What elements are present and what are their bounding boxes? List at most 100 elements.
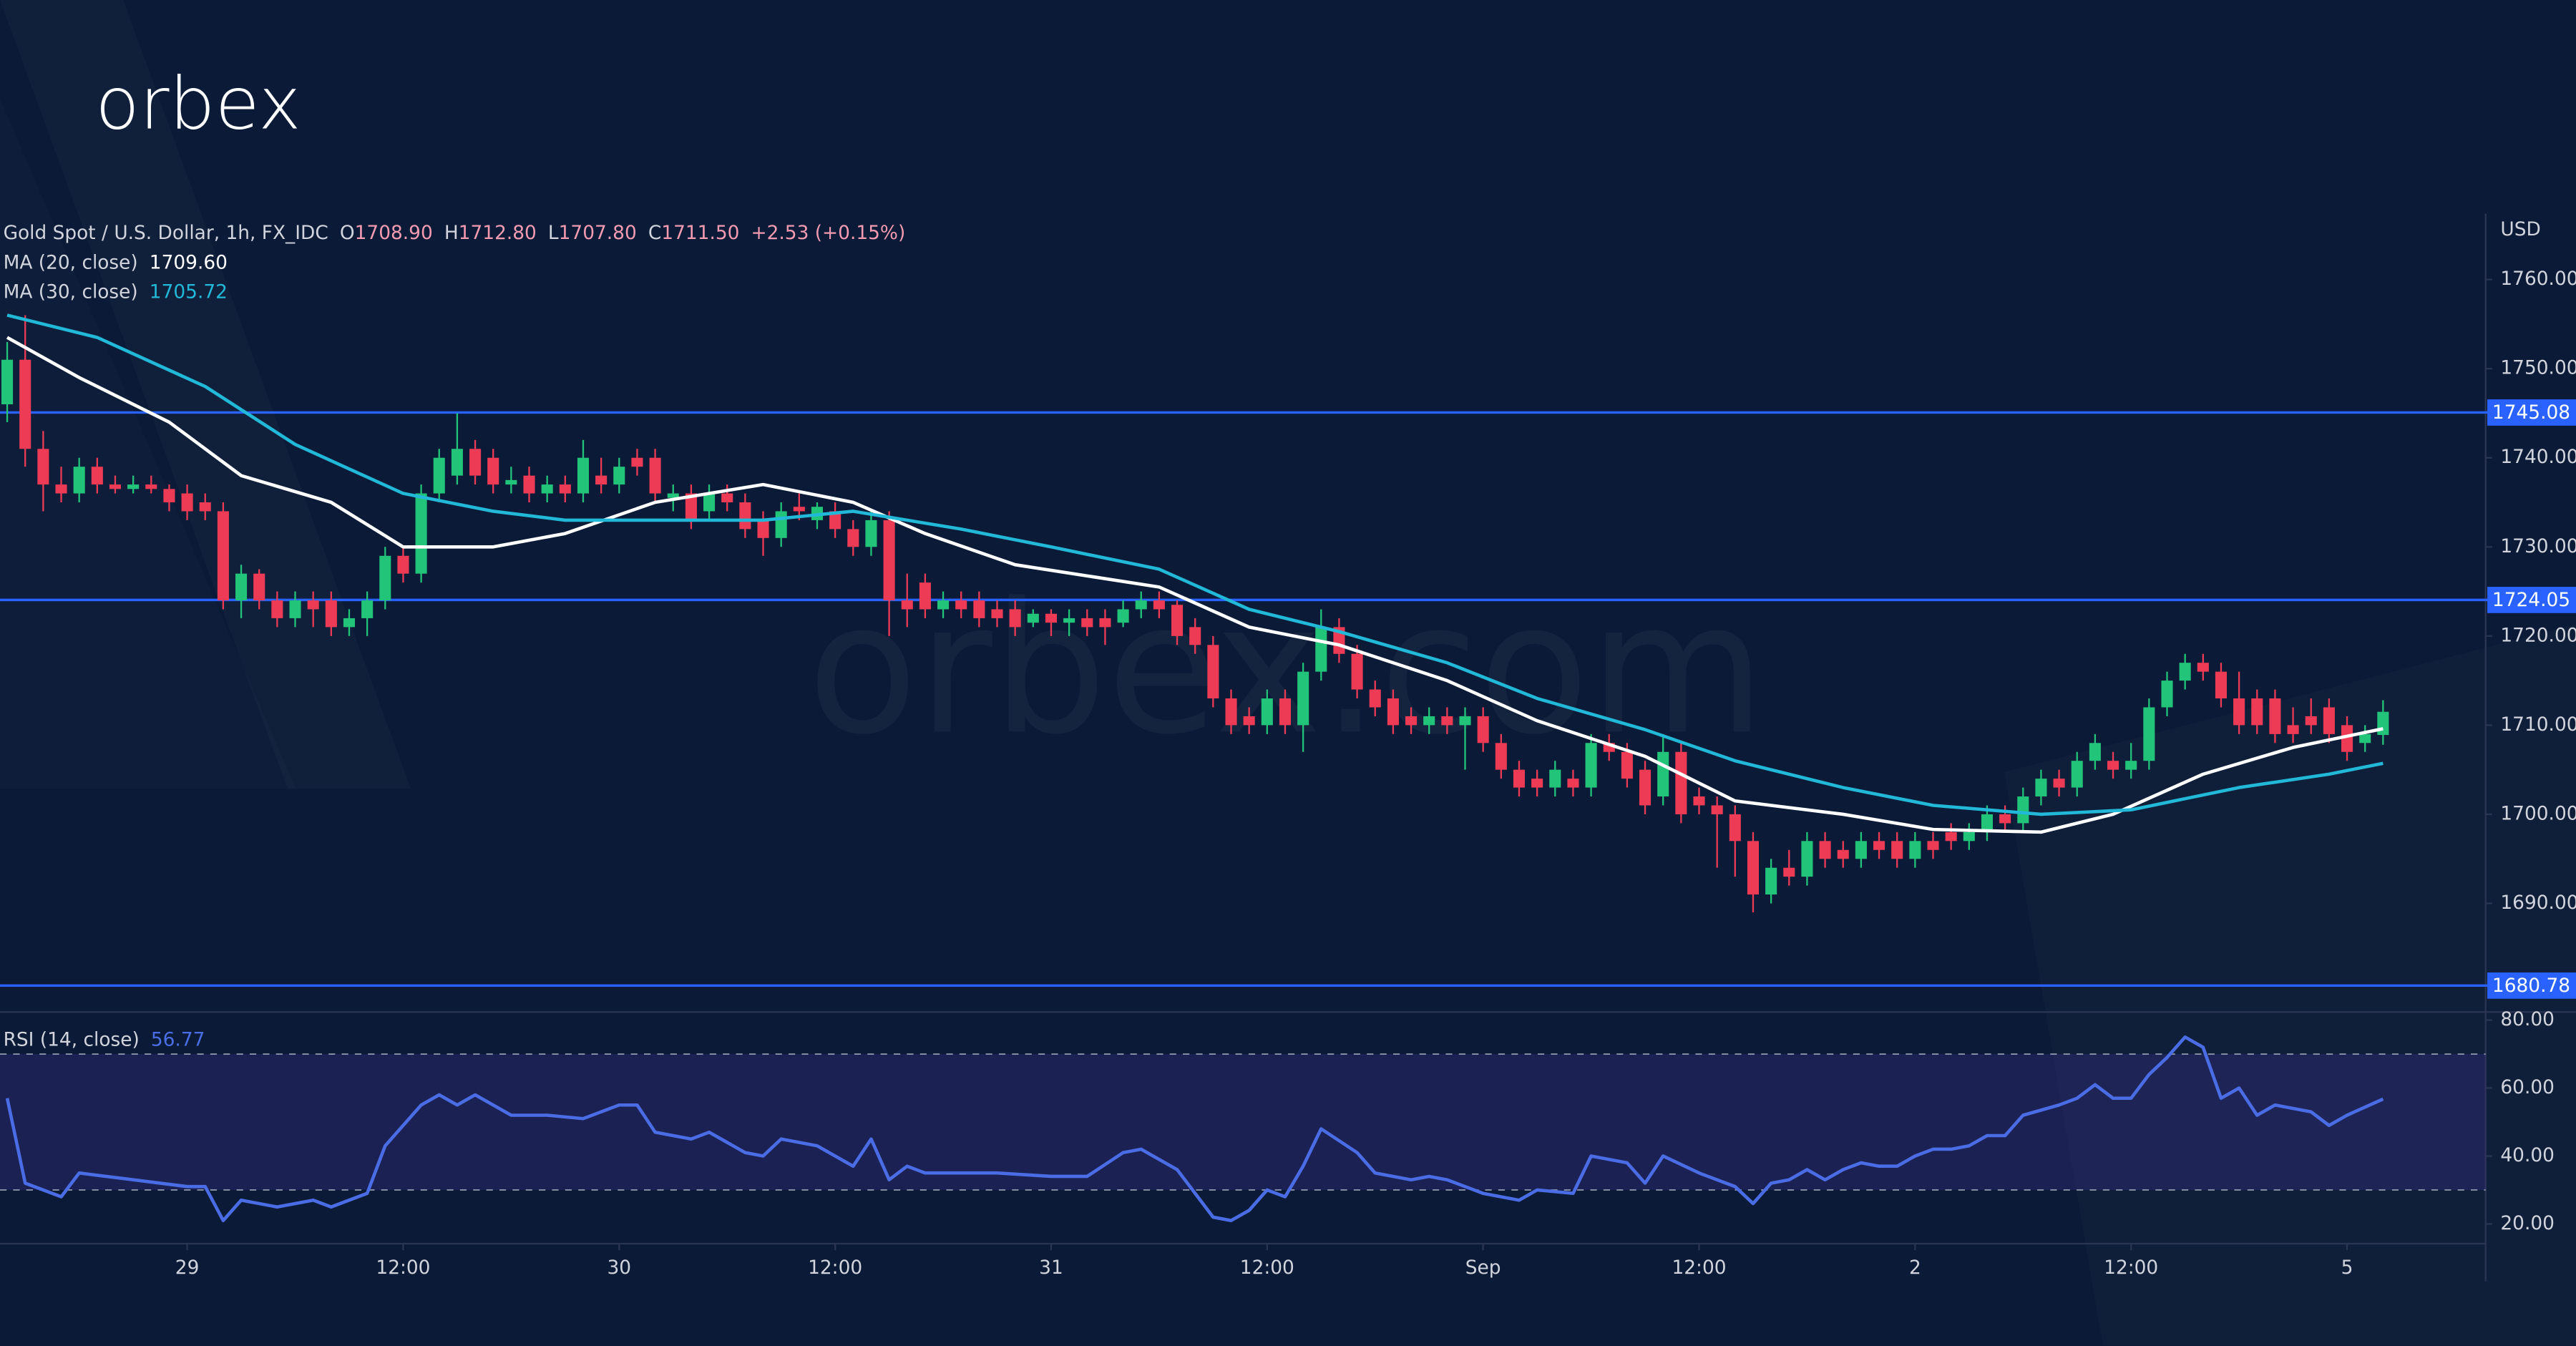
candle-body bbox=[73, 467, 85, 494]
candle-body bbox=[973, 600, 985, 618]
candle-body bbox=[1801, 841, 1813, 877]
candle-body bbox=[271, 600, 283, 618]
candle-body bbox=[1981, 814, 1994, 832]
legend-value: 1709.60 bbox=[150, 251, 228, 273]
candle-body bbox=[2017, 796, 2029, 824]
candle-body bbox=[2089, 743, 2101, 761]
legend-value: 56.77 bbox=[151, 1028, 205, 1050]
x-tick-label: Sep bbox=[1465, 1257, 1501, 1279]
candle-body bbox=[1783, 867, 1795, 877]
candle-body bbox=[2269, 698, 2281, 734]
level-label: 1745.08 bbox=[2492, 401, 2570, 424]
y-tick-label: 80.00 bbox=[2500, 1008, 2555, 1030]
candle-body bbox=[2035, 779, 2047, 797]
candle-body bbox=[847, 529, 859, 547]
candle-body bbox=[1513, 769, 1526, 788]
legend-ma: MA (30, close) 1705.72 bbox=[4, 281, 228, 303]
legend-name: RSI (14, close) bbox=[4, 1028, 140, 1050]
candle-body bbox=[721, 493, 733, 503]
candle-body bbox=[181, 493, 193, 512]
candle-body bbox=[613, 467, 625, 485]
candle-body bbox=[1189, 627, 1201, 645]
candle-body bbox=[1117, 609, 1129, 623]
candle-body bbox=[163, 489, 175, 503]
candle-body bbox=[451, 449, 463, 476]
candle-body bbox=[1891, 841, 1903, 859]
candle-body bbox=[2197, 663, 2209, 672]
y-tick-label: 20.00 bbox=[2500, 1212, 2555, 1234]
legend-title: Gold Spot / U.S. Dollar, 1h, FX_IDC O1708… bbox=[4, 222, 906, 244]
candle-body bbox=[2161, 681, 2173, 708]
candle-body bbox=[127, 484, 140, 489]
candle-body bbox=[1963, 832, 1975, 842]
x-tick-label: 5 bbox=[2341, 1257, 2353, 1279]
candle-body bbox=[1873, 841, 1885, 850]
legend-symbol: Gold Spot / U.S. Dollar, 1h, FX_IDC bbox=[4, 222, 328, 244]
y-tick-label: 1730.00 bbox=[2500, 535, 2576, 557]
legend-key: O bbox=[340, 222, 355, 244]
x-tick-label: 12:00 bbox=[2104, 1257, 2158, 1279]
candle-body bbox=[55, 484, 67, 494]
candle-body bbox=[145, 484, 157, 489]
candle-body bbox=[1, 359, 14, 405]
candle-body bbox=[541, 484, 553, 494]
candle-body bbox=[739, 502, 751, 530]
candle-body bbox=[2305, 716, 2317, 726]
candle-body bbox=[253, 573, 265, 601]
candle-body bbox=[2287, 725, 2299, 734]
candle-body bbox=[1063, 618, 1075, 623]
candle-body bbox=[505, 479, 517, 485]
y-tick-label: 1760.00 bbox=[2500, 268, 2576, 290]
candle-body bbox=[1027, 613, 1039, 623]
candle-body bbox=[1819, 841, 1831, 859]
candle-body bbox=[685, 493, 697, 520]
candle-body bbox=[1567, 779, 1579, 788]
legend-rsi: RSI (14, close) 56.77 bbox=[4, 1028, 205, 1050]
candle-body bbox=[1135, 600, 1147, 610]
candle-body bbox=[2341, 725, 2353, 752]
candle-body bbox=[1531, 779, 1543, 788]
candle-body bbox=[793, 507, 805, 512]
y-tick-label: 1740.00 bbox=[2500, 446, 2576, 468]
candle-body bbox=[1441, 716, 1453, 726]
level-tag bbox=[2487, 399, 2576, 426]
currency-label: USD bbox=[2500, 218, 2540, 240]
legend-key: C bbox=[648, 222, 661, 244]
candle-body bbox=[1747, 841, 1760, 895]
candle-body bbox=[757, 520, 769, 538]
candle-body bbox=[829, 511, 841, 530]
candle-body bbox=[937, 600, 950, 610]
candle-body bbox=[2053, 779, 2065, 788]
y-tick-label: 1700.00 bbox=[2500, 802, 2576, 824]
candle-body bbox=[1621, 751, 1633, 779]
candle-body bbox=[1765, 867, 1777, 895]
candle-body bbox=[1909, 841, 1921, 859]
candle-body bbox=[1927, 841, 1939, 850]
legend-key: H bbox=[444, 222, 459, 244]
candle-body bbox=[559, 484, 571, 494]
candle-body bbox=[2143, 707, 2155, 761]
candle-body bbox=[649, 457, 661, 494]
candle-body bbox=[2233, 698, 2245, 726]
line-series bbox=[5, 1035, 2384, 1222]
candle-body bbox=[1855, 841, 1867, 859]
level-tag bbox=[2487, 972, 2576, 999]
candle-body bbox=[199, 502, 211, 512]
y-tick-label: 1710.00 bbox=[2500, 713, 2576, 736]
candle-body bbox=[397, 555, 409, 574]
watermark: orbex.com bbox=[807, 564, 1765, 774]
candle-body bbox=[307, 600, 319, 610]
candle-body bbox=[1171, 605, 1184, 636]
candle-body bbox=[1657, 751, 1669, 797]
level-label: 1724.05 bbox=[2492, 589, 2570, 611]
y-tick-label: 40.00 bbox=[2500, 1144, 2555, 1166]
candle-body bbox=[1279, 698, 1292, 726]
candle-body bbox=[2251, 698, 2263, 726]
legend-change: +2.53 (+0.15%) bbox=[751, 222, 905, 244]
y-tick-label: 60.00 bbox=[2500, 1076, 2555, 1098]
candle-body bbox=[2215, 671, 2228, 699]
candle-body bbox=[325, 600, 337, 628]
x-tick-label: 29 bbox=[175, 1257, 200, 1279]
candle-body bbox=[1351, 653, 1363, 690]
